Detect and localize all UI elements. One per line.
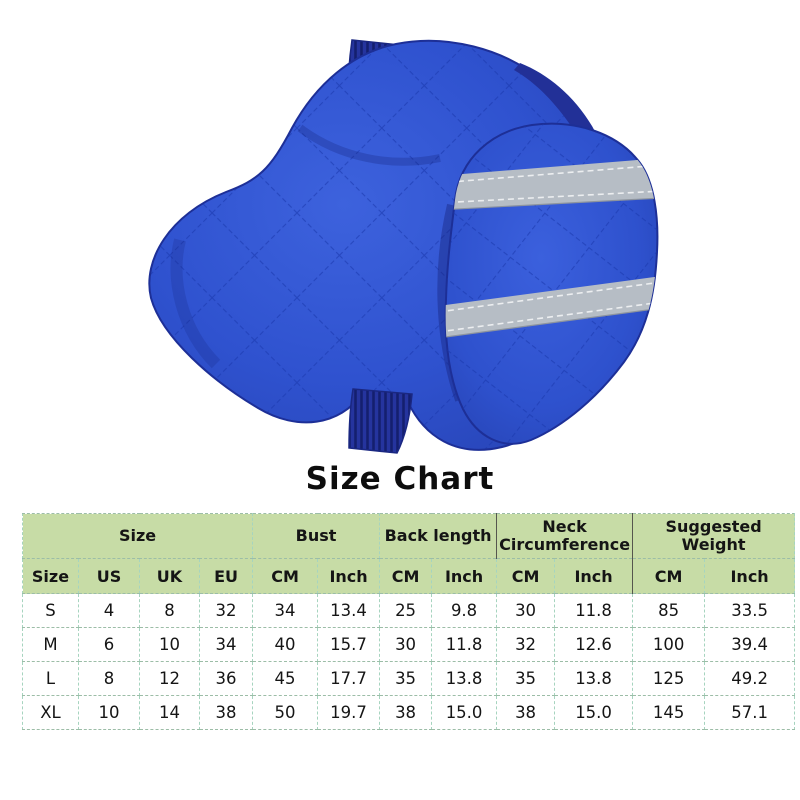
size-chart-section: Size Bust Back length Neck Circumference Sug… — [21, 513, 796, 730]
sub-header-3-eu: EU — [198, 558, 254, 594]
reflective-stripe-bottom — [445, 276, 658, 339]
size-cell: 100 — [632, 627, 706, 662]
sub-header-4-cm: CM — [252, 558, 319, 594]
size-cell: L — [22, 661, 79, 696]
table-row: M 6 10 34 40 15.7 30 11.8 32 12.6 100 39.4 — [22, 627, 796, 662]
sub-header-1-us: US — [78, 558, 140, 594]
size-cell: 10 — [139, 627, 200, 662]
sub-header-0-size: Size — [22, 558, 79, 594]
size-cell: 38 — [198, 695, 254, 730]
sub-header-7-inch: Inch — [431, 558, 498, 594]
size-cell: 9.8 — [431, 593, 498, 628]
size-cell: 11.8 — [554, 593, 634, 628]
size-cell: 30 — [379, 627, 433, 662]
sub-header-9-inch: Inch — [554, 558, 634, 594]
size-cell: 35 — [496, 661, 556, 696]
size-chart-table: Size Bust Back length Neck Circumference Sug… — [21, 513, 796, 730]
size-cell: 34 — [198, 627, 254, 662]
reflective-stripe-top — [445, 158, 658, 211]
size-cell: 49.2 — [704, 661, 796, 696]
group-header-bust: Bust — [252, 513, 381, 559]
size-cell: 45 — [252, 661, 319, 696]
size-cell: 85 — [632, 593, 706, 628]
size-cell: 30 — [496, 593, 556, 628]
size-cell: 145 — [632, 695, 706, 730]
group-header-size: Size — [21, 513, 254, 559]
group-header-suggested-weight: Suggested Weight — [632, 513, 796, 559]
size-cell: 40 — [252, 627, 319, 662]
size-cell: 12.6 — [554, 627, 634, 662]
size-cell: 10 — [78, 695, 140, 730]
size-cell: 13.8 — [554, 661, 634, 696]
size-cell: 35 — [379, 661, 433, 696]
size-cell: 36 — [198, 661, 254, 696]
size-cell: 57.1 — [704, 695, 796, 730]
size-cell: 32 — [198, 593, 254, 628]
size-cell: 125 — [632, 661, 706, 696]
group-header-neck-circumference: Neck Circumference — [496, 513, 634, 559]
sub-header-5-inch: Inch — [317, 558, 381, 594]
size-cell: 50 — [252, 695, 319, 730]
size-cell: 17.7 — [317, 661, 381, 696]
size-cell: 39.4 — [704, 627, 796, 662]
table-row: S 4 8 32 34 13.4 25 9.8 30 11.8 85 33.5 — [22, 593, 796, 628]
size-cell: XL — [22, 695, 79, 730]
sub-header-11-inch: Inch — [704, 558, 796, 594]
size-cell: 15.0 — [554, 695, 634, 730]
size-cell: 13.4 — [317, 593, 381, 628]
size-cell: 6 — [78, 627, 140, 662]
jacket-photo — [148, 39, 659, 454]
size-cell: S — [22, 593, 79, 628]
size-cell: 13.8 — [431, 661, 498, 696]
size-cell: 15.7 — [317, 627, 381, 662]
size-cell: 25 — [379, 593, 433, 628]
size-cell: 8 — [139, 593, 200, 628]
sub-header-10-cm: CM — [632, 558, 706, 594]
size-cell: 33.5 — [704, 593, 796, 628]
size-cell: 15.0 — [431, 695, 498, 730]
size-cell: 38 — [496, 695, 556, 730]
size-cell: 14 — [139, 695, 200, 730]
size-cell: 32 — [496, 627, 556, 662]
size-cell: 4 — [78, 593, 140, 628]
size-cell: 19.7 — [317, 695, 381, 730]
collar-back-strip — [514, 63, 598, 142]
size-cell: 34 — [252, 593, 319, 628]
hem-rib — [348, 388, 413, 454]
jacket-flap — [444, 122, 659, 445]
sub-header-8-cm: CM — [496, 558, 556, 594]
size-cell: 38 — [379, 695, 433, 730]
size-cell: M — [22, 627, 79, 662]
size-chart-title: Size Chart — [305, 461, 495, 497]
table-row: XL 10 14 38 50 19.7 38 15.0 38 15.0 145 57.1 — [22, 695, 796, 730]
table-row: L 8 12 36 45 17.7 35 13.8 35 13.8 125 49.2 — [22, 661, 796, 696]
group-header-back-length: Back length — [379, 513, 498, 559]
size-cell: 11.8 — [431, 627, 498, 662]
size-cell: 8 — [78, 661, 140, 696]
sub-header-2-uk: UK — [139, 558, 200, 594]
size-cell: 12 — [139, 661, 200, 696]
sub-header-6-cm: CM — [379, 558, 433, 594]
